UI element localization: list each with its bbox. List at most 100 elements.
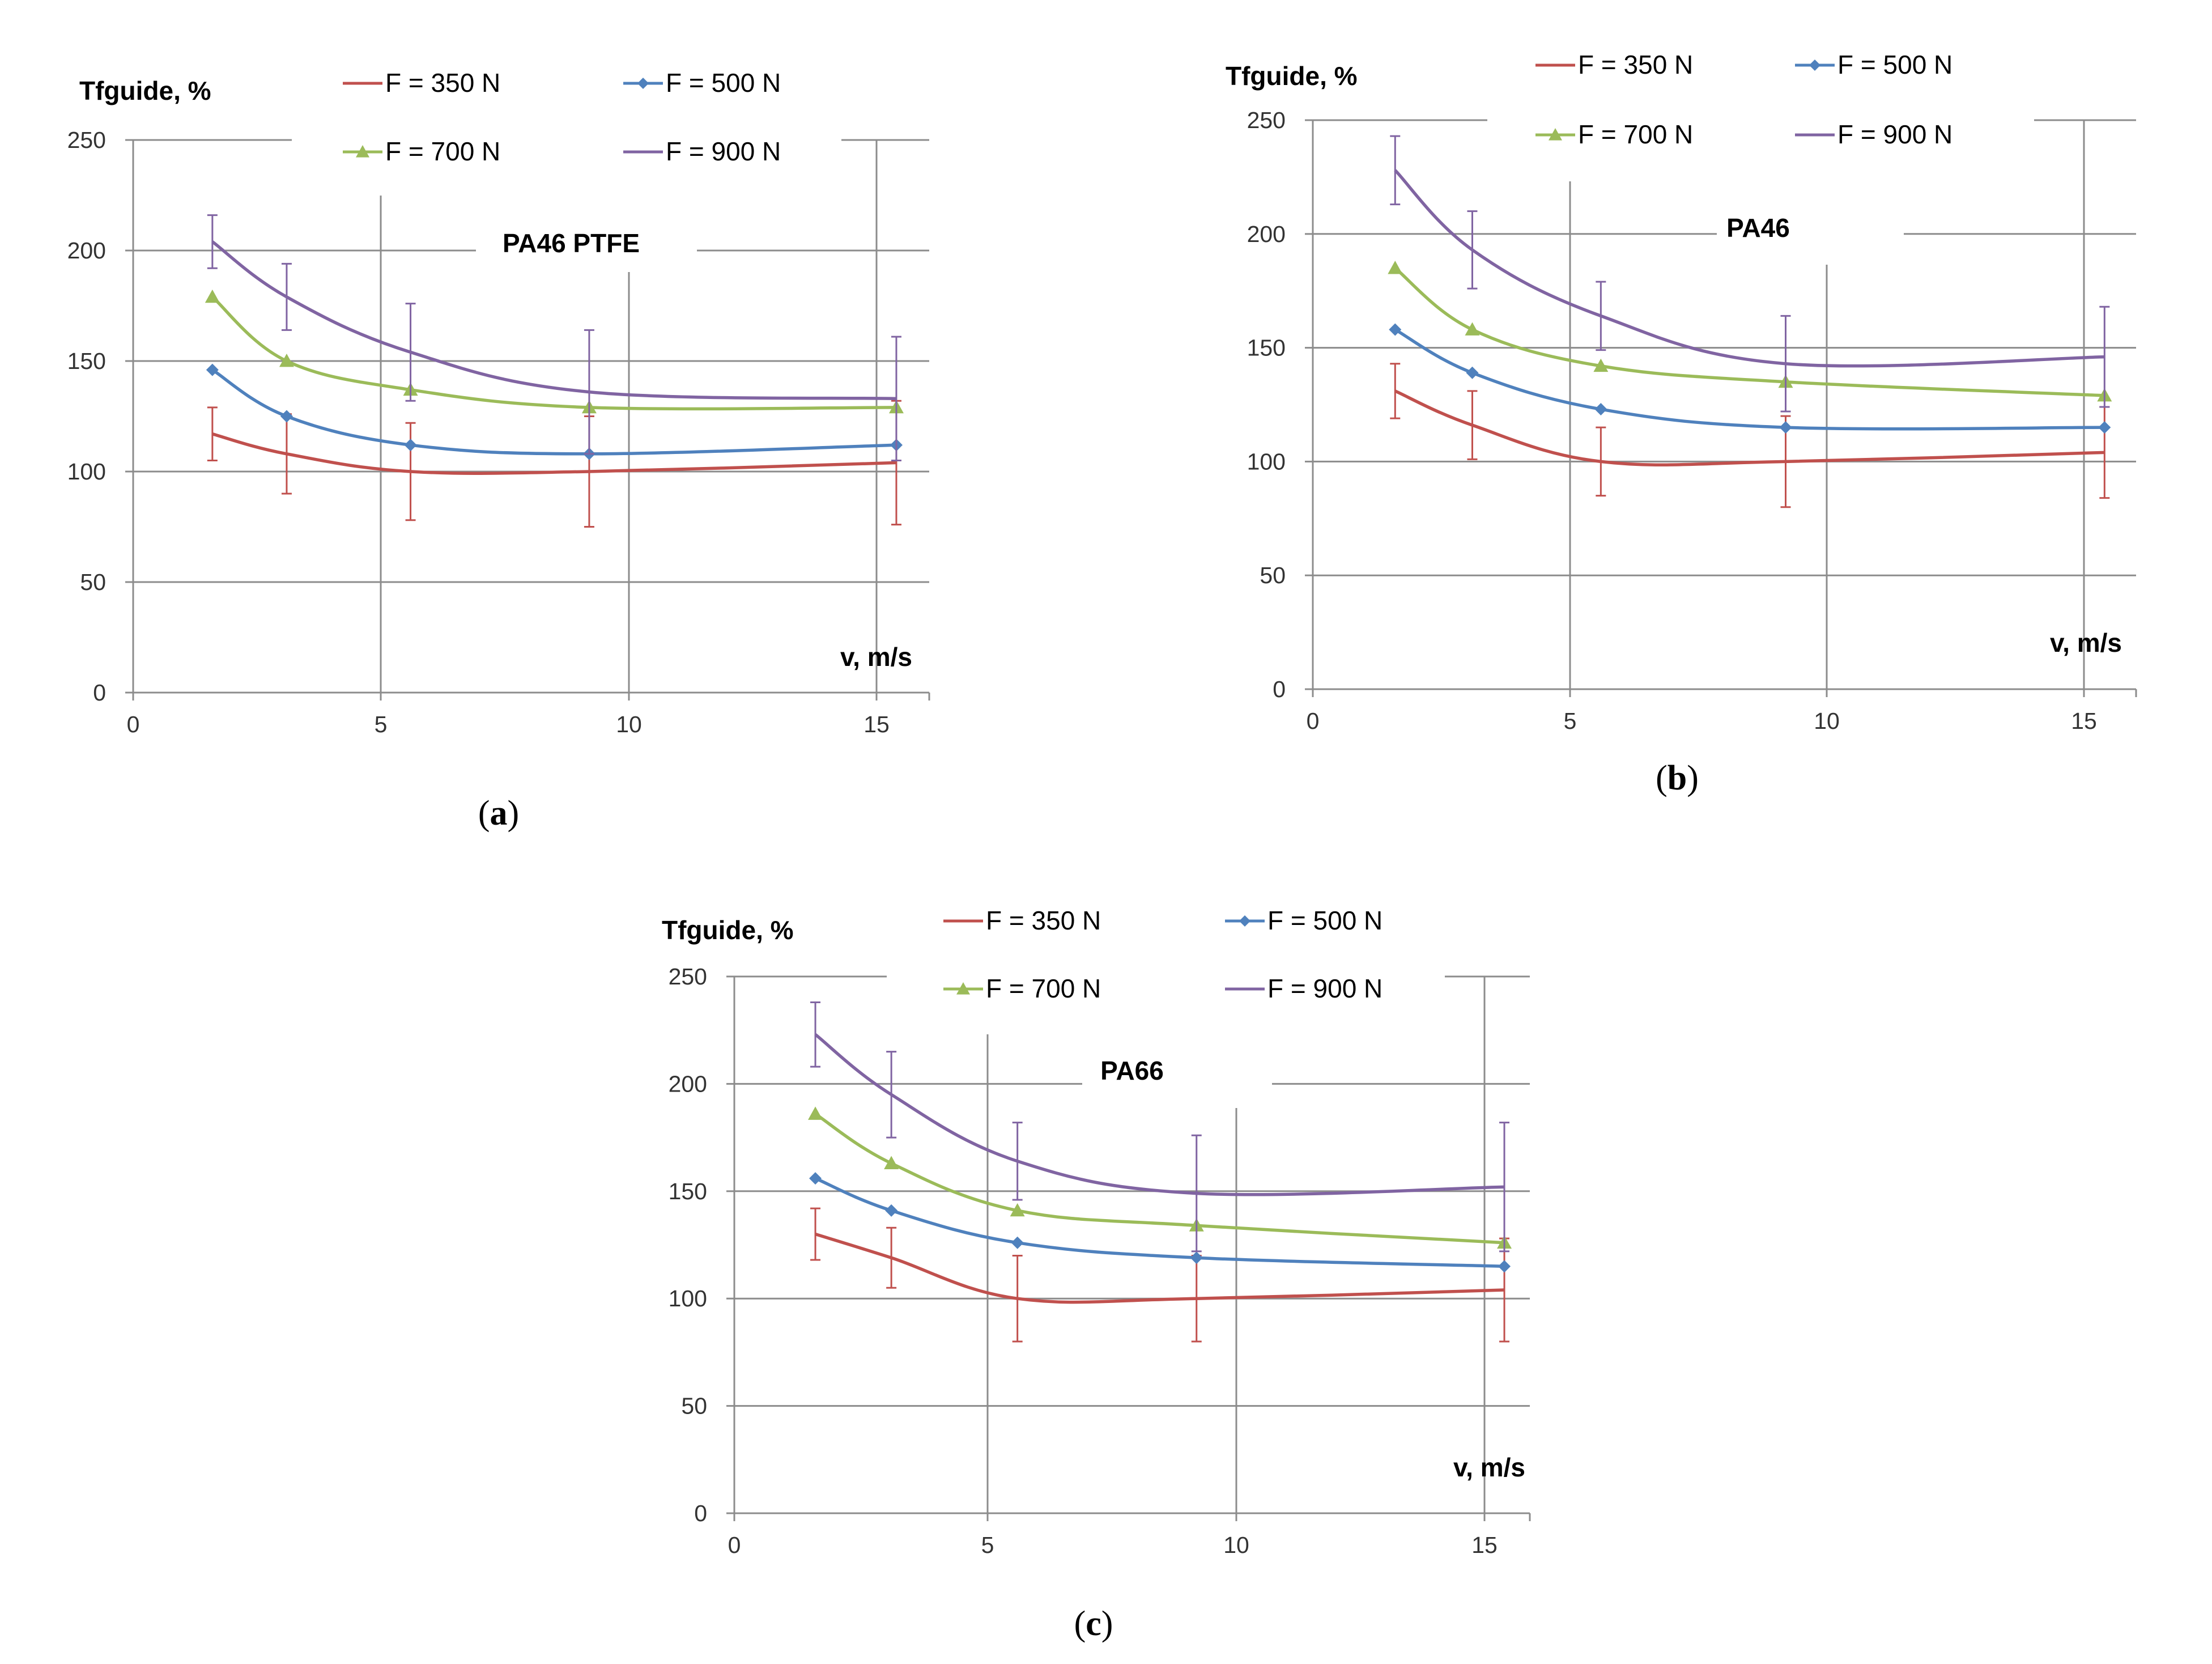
series-line [212, 432, 897, 475]
y-axis-title: Tfguide, % [79, 76, 211, 105]
data-point-diamond [1190, 1251, 1203, 1264]
y-axis-title: Tfguide, % [1226, 61, 1358, 91]
series-500N [206, 363, 903, 460]
y-tick-label: 0 [93, 680, 106, 706]
series-350N [1390, 363, 2110, 508]
x-axis-title: v, m/s [840, 642, 912, 672]
y-tick-label: 50 [681, 1393, 707, 1419]
panel-caption: (b) [1656, 759, 1699, 797]
legend-label: F = 700 N [1578, 120, 1693, 149]
y-tick-label: 0 [1273, 676, 1286, 702]
y-tick-label: 0 [694, 1500, 707, 1526]
legend-label: F = 700 N [385, 137, 500, 166]
y-tick-label: 250 [669, 963, 707, 990]
x-tick-label: 5 [1564, 708, 1577, 734]
chart-title: PA66 [1100, 1056, 1164, 1085]
data-point-diamond [404, 439, 417, 452]
y-tick-label: 100 [669, 1285, 707, 1311]
series-350N [810, 1207, 1510, 1343]
data-point-triangle [1388, 261, 1403, 274]
legend-marker-triangle [956, 982, 970, 995]
y-tick-label: 200 [669, 1071, 707, 1097]
x-axis-title: v, m/s [1453, 1453, 1525, 1482]
series-line [1394, 389, 2105, 466]
legend-label: F = 350 N [385, 68, 500, 97]
x-tick-label: 15 [863, 711, 890, 737]
chart-a: 0 50 100 150 200 250 0 5 10 15 Tfguide, % v, m/s PA4… [67, 68, 930, 833]
y-tick-label: 100 [1247, 448, 1286, 474]
series-900N [810, 1001, 1510, 1253]
x-tick-label: 0 [1307, 708, 1320, 734]
y-tick-label: 150 [67, 348, 106, 374]
series-line [211, 295, 896, 411]
data-point-diamond [206, 363, 219, 376]
y-tick-label: 150 [669, 1178, 707, 1204]
series-line [814, 1033, 1505, 1196]
data-point-diamond [809, 1172, 822, 1185]
chart-b: 0 50 100 150 200 250 0 5 10 15 Tfguide, % v, m/s PA4… [1226, 50, 2137, 797]
y-tick-label: 250 [67, 127, 106, 153]
panel-caption: (a) [478, 794, 519, 833]
series-350N [207, 400, 901, 528]
legend-label: F = 500 N [1267, 906, 1382, 935]
y-tick-label: 250 [1247, 107, 1286, 133]
data-point-diamond [280, 410, 293, 423]
data-point-diamond [1498, 1260, 1511, 1273]
data-point-diamond [1011, 1236, 1024, 1249]
series-line [1394, 266, 2105, 397]
legend-label: F = 500 N [1837, 50, 1952, 79]
panel-caption: (c) [1074, 1604, 1113, 1643]
data-point-triangle [1465, 322, 1480, 336]
series-line [1394, 328, 2105, 431]
data-point-diamond [1466, 366, 1479, 379]
x-tick-label: 5 [981, 1532, 994, 1558]
x-axis-title: v, m/s [2050, 628, 2122, 657]
data-point-diamond [1594, 403, 1607, 416]
series-line [815, 1232, 1505, 1304]
data-point-diamond [2098, 421, 2111, 434]
y-tick-label: 50 [80, 569, 106, 595]
legend-label: F = 350 N [986, 906, 1101, 935]
x-tick-label: 10 [1223, 1532, 1249, 1558]
x-tick-label: 15 [2071, 708, 2097, 734]
x-tick-label: 10 [616, 711, 642, 737]
legend-marker-diamond [1809, 60, 1820, 71]
y-tick-label: 200 [67, 237, 106, 264]
x-tick-label: 0 [127, 711, 140, 737]
y-tick-label: 100 [67, 459, 106, 485]
series-line [814, 1177, 1505, 1268]
legend-marker-triangle [356, 145, 369, 158]
series-500N [1389, 323, 2111, 434]
y-axis-title: Tfguide, % [662, 915, 794, 945]
chart-c: 0 50 100 150 200 250 0 5 10 15 Tfguide, % v, m/s PA6… [662, 906, 1531, 1643]
legend-label: F = 900 N [1837, 120, 1952, 149]
chart-title: PA46 PTFE [503, 228, 640, 258]
series-500N [809, 1172, 1511, 1273]
series-900N [1390, 135, 2110, 413]
legend-marker-diamond [637, 78, 649, 89]
x-tick-label: 0 [728, 1532, 741, 1558]
series-900N [207, 214, 901, 461]
data-point-triangle [884, 1156, 899, 1169]
legend-label: F = 900 N [666, 137, 781, 166]
data-point-triangle [1593, 358, 1609, 372]
x-tick-label: 15 [1471, 1532, 1498, 1558]
series-line [211, 368, 897, 456]
data-point-diamond [885, 1204, 898, 1217]
legend-label: F = 700 N [986, 974, 1101, 1003]
data-point-diamond [1779, 421, 1792, 434]
series-line [1394, 169, 2105, 368]
data-point-triangle [279, 354, 294, 367]
series-700N [808, 1106, 1512, 1249]
legend-marker-triangle [1549, 128, 1562, 141]
series-line [211, 240, 897, 401]
data-point-triangle [808, 1106, 823, 1120]
chart-title: PA46 [1726, 213, 1790, 243]
y-tick-label: 200 [1247, 221, 1286, 247]
legend-label: F = 900 N [1267, 974, 1382, 1003]
legend-label: F = 350 N [1578, 50, 1693, 79]
y-tick-label: 150 [1247, 335, 1286, 361]
x-tick-label: 10 [1814, 708, 1840, 734]
series-line [814, 1113, 1505, 1245]
